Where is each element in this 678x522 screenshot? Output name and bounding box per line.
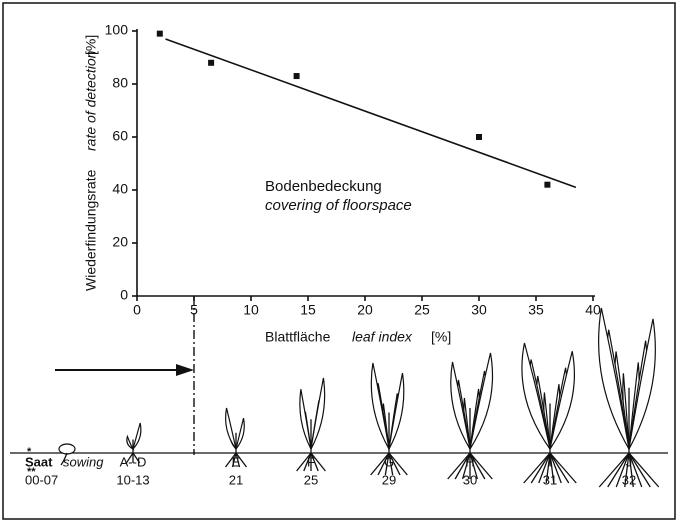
leaf (450, 361, 471, 450)
plant (125, 422, 142, 464)
x-tick-label: 15 (300, 302, 316, 318)
root (628, 452, 634, 488)
y-tick-label: 0 (120, 287, 128, 303)
stage-label: J (626, 454, 633, 469)
trend-line (165, 38, 577, 189)
plant (447, 352, 494, 480)
leaf (299, 389, 312, 450)
x-tick-label: 40 (585, 302, 601, 318)
root (235, 452, 248, 468)
stage-code: 25 (304, 472, 318, 487)
leaf (310, 377, 326, 450)
stage-code: 30 (463, 472, 477, 487)
data-point (156, 30, 163, 37)
stage-mark: ** (27, 466, 36, 478)
stage-label: I (548, 454, 552, 469)
stage-code: 00-07 (25, 472, 58, 487)
stage-mark: * (27, 446, 32, 458)
x-label-unit: [%] (431, 329, 451, 345)
leaf (521, 342, 551, 450)
data-point (208, 59, 215, 66)
stage-code: 29 (382, 472, 396, 487)
x-tick-label: 10 (243, 302, 259, 318)
root (607, 452, 630, 488)
stage-label: F (307, 454, 315, 469)
y-tick-label: 40 (112, 181, 128, 197)
root (310, 452, 326, 472)
stage-code: 31 (543, 472, 557, 487)
x-tick-label: 25 (414, 302, 430, 318)
stage-label: G (384, 454, 394, 469)
seed (58, 443, 76, 455)
leaf (132, 422, 142, 450)
data-point (544, 181, 551, 188)
leaf (370, 362, 390, 450)
y-label-en: rate of detection (83, 50, 99, 151)
root (132, 452, 141, 464)
plant (598, 307, 660, 488)
root (60, 452, 68, 466)
root (615, 452, 630, 488)
x-tick-label: 20 (357, 302, 373, 318)
annotation-de: Bodenbedeckung (265, 178, 382, 195)
leaf (549, 351, 575, 450)
stage-code: 21 (229, 472, 243, 487)
stage-label: A--D (120, 454, 147, 469)
y-label: Wiederfindungsrate rate of detection [%] (83, 35, 99, 291)
root (469, 452, 493, 480)
root (628, 452, 660, 488)
plant (370, 362, 408, 476)
stage-label-en: sowing (63, 454, 104, 469)
plant (58, 443, 76, 466)
root (549, 452, 577, 484)
annotation-en: covering of floorspace (265, 197, 412, 214)
x-tick-label: 0 (133, 302, 141, 318)
leaf (225, 407, 237, 450)
leaf (235, 417, 245, 450)
y-label-unit: [%] (83, 35, 99, 55)
data-point (476, 134, 482, 140)
data-point (293, 73, 300, 80)
x-label-en: leaf index (352, 329, 413, 345)
x-tick-label: 30 (471, 302, 487, 318)
stage-code: 32 (622, 472, 636, 487)
stage-label: Saat (25, 454, 53, 469)
leaf (126, 434, 135, 451)
x-tick-label: 35 (528, 302, 544, 318)
arrow-head (176, 364, 194, 376)
plant (224, 407, 248, 468)
y-tick-label: 80 (112, 75, 128, 91)
x-label-de: Blattfläche (265, 329, 331, 345)
plant (521, 342, 577, 484)
y-label-de: Wiederfindungsrate (83, 169, 99, 291)
plant (296, 377, 326, 472)
stage-code: 10-13 (116, 472, 149, 487)
leaf (469, 352, 494, 450)
root (624, 452, 630, 488)
y-tick-label: 100 (105, 22, 129, 38)
leaf (598, 307, 630, 450)
leaf (628, 318, 656, 450)
y-tick-label: 60 (112, 128, 128, 144)
stage-label: H (465, 454, 474, 469)
y-tick-label: 20 (112, 234, 128, 250)
root (388, 452, 408, 476)
stage-label: E (232, 454, 241, 469)
leaf (388, 373, 405, 450)
